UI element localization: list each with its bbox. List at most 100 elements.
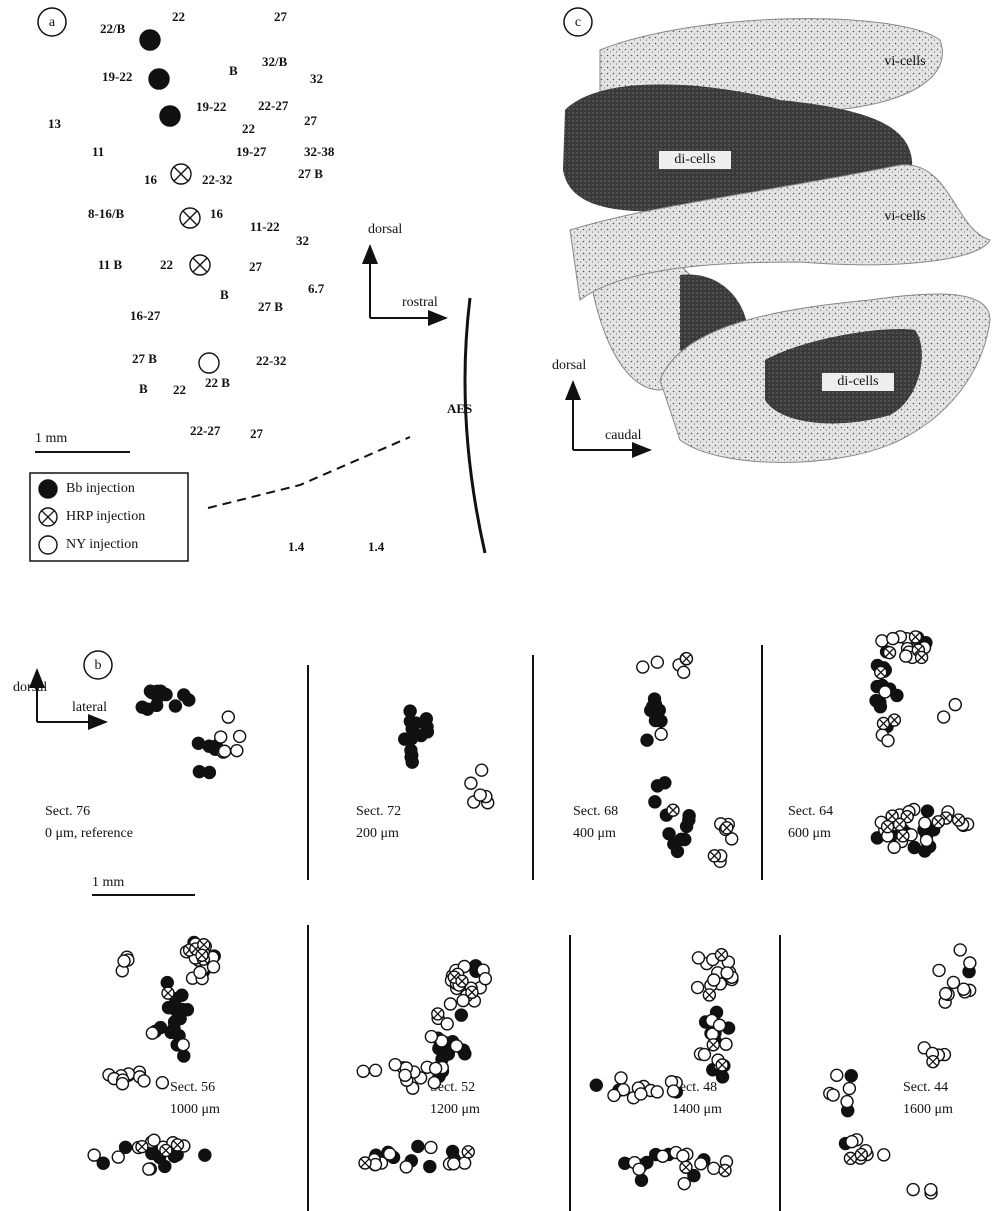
open-marker — [425, 1031, 437, 1043]
filled-marker — [410, 717, 422, 729]
marker-circle — [635, 1174, 647, 1186]
open-marker — [925, 1184, 937, 1196]
marker-circle — [140, 30, 160, 50]
marker-circle — [444, 998, 456, 1010]
marker-circle — [138, 1075, 150, 1087]
site-label: 32/B — [262, 54, 288, 69]
marker-circle — [921, 834, 933, 846]
marker-circle — [476, 764, 488, 776]
open-marker — [843, 1083, 855, 1095]
marker-circle — [954, 944, 966, 956]
marker-circle — [389, 1059, 401, 1071]
open-marker — [949, 699, 961, 711]
marker-circle — [370, 1064, 382, 1076]
site-label: B — [139, 381, 148, 396]
section-name: Sect. 44 — [903, 1080, 948, 1095]
open-marker — [921, 834, 933, 846]
filled-marker — [203, 767, 215, 779]
crossed-marker — [171, 164, 191, 184]
marker-circle — [410, 717, 422, 729]
site-label: 22 B — [205, 375, 230, 390]
marker-circle — [940, 988, 952, 1000]
marker-circle — [412, 1140, 424, 1152]
marker-circle — [169, 700, 181, 712]
crossed-marker — [667, 804, 679, 816]
filled-marker — [874, 701, 886, 713]
marker-circle — [655, 728, 667, 740]
axis-label: rostral — [402, 295, 438, 310]
marker-circle — [136, 701, 148, 713]
region-label: vi-cells — [884, 209, 925, 224]
open-marker — [698, 1049, 710, 1061]
legend-label: NY injection — [66, 537, 138, 552]
figure: a dorsal rostral AES 1 mm c dorsal cauda… — [0, 0, 1000, 1211]
site-label: 16 — [210, 206, 224, 221]
marker-circle — [659, 777, 671, 789]
open-marker — [451, 1040, 463, 1052]
marker-circle — [192, 737, 204, 749]
crossed-marker — [456, 975, 468, 987]
marker-circle — [657, 1150, 669, 1162]
marker-circle — [964, 957, 976, 969]
crossed-marker — [715, 949, 727, 961]
filled-marker — [919, 845, 931, 857]
open-marker — [112, 1151, 124, 1163]
crossed-marker — [875, 666, 887, 678]
open-marker — [637, 661, 649, 673]
crossed-marker — [953, 814, 965, 826]
crossed-marker — [703, 989, 715, 1001]
crossed-marker — [878, 717, 890, 729]
marker-circle — [146, 686, 158, 698]
marker-circle — [888, 841, 900, 853]
crossed-marker — [888, 714, 900, 726]
site-label: 16 — [144, 172, 158, 187]
landmark-label: AES — [447, 401, 472, 416]
open-marker — [841, 1096, 853, 1108]
open-marker — [878, 1149, 890, 1161]
marker-circle — [651, 656, 663, 668]
marker-circle — [406, 756, 418, 768]
open-marker — [476, 764, 488, 776]
open-marker — [479, 973, 491, 985]
open-marker — [146, 1027, 158, 1039]
open-marker — [657, 1150, 669, 1162]
open-marker — [655, 728, 667, 740]
open-marker — [887, 633, 899, 645]
open-marker — [465, 777, 477, 789]
section-name: Sect. 72 — [356, 804, 401, 819]
open-marker — [635, 1088, 647, 1100]
marker-circle — [428, 1077, 440, 1089]
open-marker — [118, 955, 130, 967]
section-depth: 0 μm, reference — [45, 826, 133, 841]
filled-marker — [160, 106, 180, 126]
marker-circle — [425, 1141, 437, 1153]
marker-circle — [845, 1070, 857, 1082]
open-marker — [208, 961, 220, 973]
filled-marker — [203, 740, 215, 752]
marker-circle — [448, 1158, 460, 1170]
marker-circle — [692, 982, 704, 994]
marker-circle — [947, 976, 959, 988]
sulcus-line — [465, 298, 485, 553]
crossed-marker — [680, 1161, 692, 1173]
open-marker — [721, 967, 733, 979]
crossed-marker — [180, 208, 200, 228]
marker-circle — [149, 69, 169, 89]
marker-circle — [590, 1079, 602, 1091]
marker-circle — [112, 1151, 124, 1163]
axis-label: dorsal — [552, 358, 586, 373]
open-marker — [678, 666, 690, 678]
site-label: 8-16/B — [88, 206, 124, 221]
filled-marker — [590, 1079, 602, 1091]
open-marker — [384, 1148, 396, 1160]
open-marker — [692, 982, 704, 994]
site-label: 16-27 — [130, 308, 161, 323]
marker-circle — [882, 735, 894, 747]
open-marker — [879, 686, 891, 698]
open-marker — [428, 1077, 440, 1089]
open-marker — [194, 966, 206, 978]
open-marker — [708, 1162, 720, 1174]
marker-circle — [168, 1022, 180, 1034]
open-marker — [199, 353, 219, 373]
filled-marker — [659, 777, 671, 789]
